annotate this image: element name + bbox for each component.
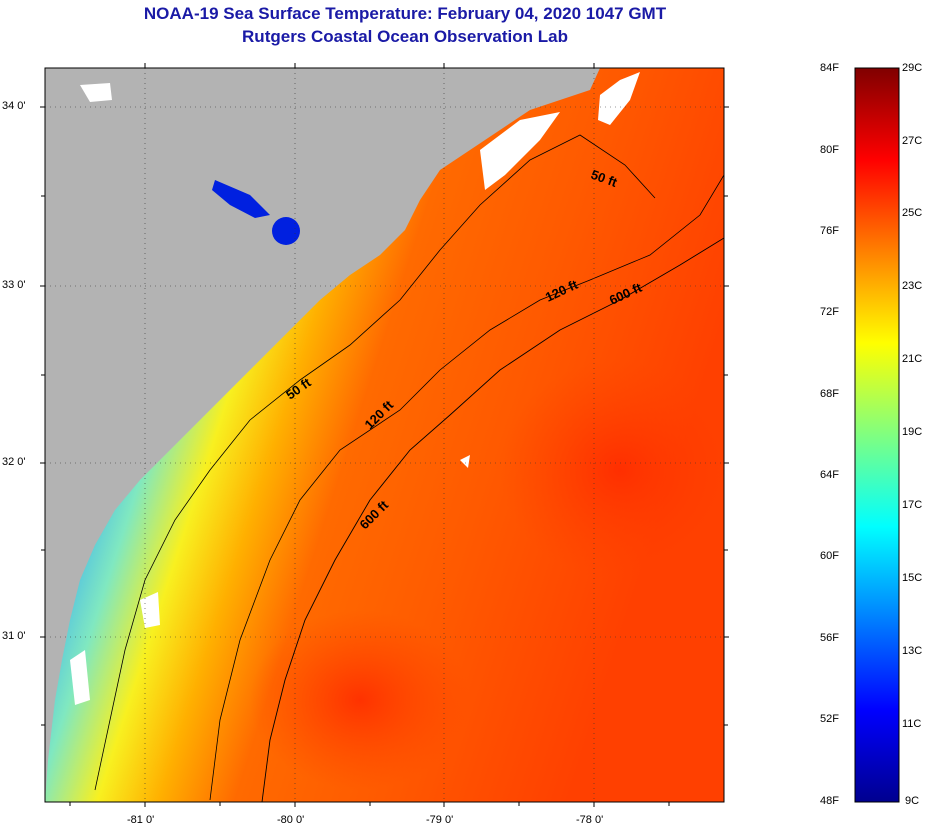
- map-frame: [44, 67, 725, 803]
- colorbar-fahrenheit-label: 68F: [820, 388, 839, 400]
- colorbar-celsius-label: 29C: [902, 62, 923, 74]
- colorbar-fahrenheit-label: 60F: [820, 550, 839, 562]
- latitude-label: 32 0': [2, 456, 26, 468]
- colorbar-celsius-label: 13C: [902, 645, 923, 657]
- colorbar-fahrenheit-label: 72F: [820, 306, 839, 318]
- latitude-label: 31 0': [2, 630, 26, 642]
- colorbar-celsius-label: 11C: [902, 718, 922, 730]
- colorbar-celsius-label: 25C: [902, 207, 923, 219]
- warm-core-eddy: [500, 360, 724, 580]
- map-title: NOAA-19 Sea Surface Temperature: Februar…: [143, 4, 667, 23]
- cloud-patch: [480, 112, 560, 190]
- cloud-patch: [80, 83, 112, 102]
- longitude-label: -80 0': [277, 814, 305, 826]
- isobath-120ft: [209, 174, 724, 801]
- colorbar-celsius-label: 23C: [902, 280, 923, 292]
- latitude-label: 33 0': [2, 279, 26, 291]
- colorbar-celsius-label: 15C: [902, 572, 923, 584]
- colorbar-fahrenheit-label: 76F: [820, 225, 839, 237]
- colorbar-fahrenheit-label: 84F: [820, 62, 839, 74]
- colorbar-fahrenheit-label: 48F: [820, 795, 839, 807]
- colorbar-fahrenheit-label: 56F: [820, 632, 839, 644]
- colorbar-celsius-label: 9C: [905, 795, 920, 807]
- cloud-patch: [460, 455, 470, 468]
- colorbar-celsius-label: 17C: [902, 499, 923, 511]
- longitude-label: -79 0': [426, 814, 454, 826]
- colorbar: [854, 67, 900, 803]
- map-ticks: [40, 63, 729, 807]
- isobath-50ft: [94, 134, 656, 791]
- longitude-label: -81 0': [127, 814, 155, 826]
- longitude-label: -78 0': [576, 814, 604, 826]
- colorbar-fahrenheit-label: 64F: [820, 469, 839, 481]
- inland-lake: [272, 217, 300, 245]
- land-mass: [45, 68, 600, 802]
- cloud-patch: [598, 72, 640, 125]
- cloud-patch: [70, 650, 90, 705]
- colorbar-fahrenheit-label: 80F: [820, 144, 839, 156]
- inland-lake: [212, 180, 270, 218]
- colorbar-celsius-label: 19C: [902, 426, 923, 438]
- graticule: [45, 68, 724, 802]
- colorbar-celsius-label: 27C: [902, 135, 923, 147]
- warm-water-patch: [250, 610, 470, 790]
- colorbar-celsius-label: 21C: [902, 353, 923, 365]
- latitude-label: 34 0': [2, 100, 26, 112]
- colorbar-fahrenheit-label: 52F: [820, 713, 839, 725]
- isobath-600ft: [261, 237, 724, 802]
- map-subtitle: Rutgers Coastal Ocean Observation Lab: [242, 27, 568, 46]
